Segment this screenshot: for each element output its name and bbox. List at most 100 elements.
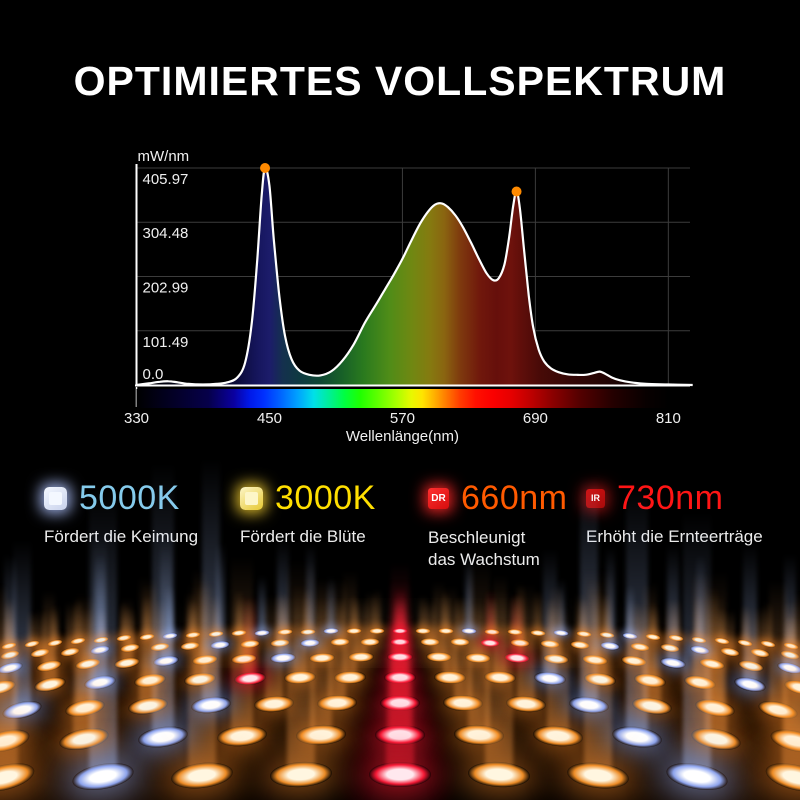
light-beam: [603, 594, 611, 636]
led-light: [659, 642, 681, 654]
led-light: [253, 629, 271, 637]
led-light: [737, 658, 765, 674]
led-light: [390, 638, 410, 646]
led-light: [598, 631, 616, 640]
led-light: [316, 694, 358, 712]
light-beam: [785, 601, 795, 656]
light-beam: [386, 611, 414, 774]
light-beam: [782, 600, 800, 778]
light-beam: [242, 594, 258, 679]
light-beam: [212, 594, 220, 635]
led-light: [683, 673, 717, 692]
light-beam: [0, 616, 17, 741]
led-light: [230, 652, 258, 666]
light-beam: [704, 571, 728, 739]
led-light: [759, 639, 777, 650]
led-light: [552, 629, 570, 638]
led-light: [207, 630, 225, 639]
light-beam: [155, 599, 165, 647]
light-beam: [485, 588, 495, 643]
light-beam: [718, 607, 726, 642]
led-light: [190, 694, 232, 716]
led-light: [713, 636, 731, 647]
led-light: [0, 758, 38, 798]
led-light: [152, 654, 180, 668]
light-beam: [488, 598, 496, 632]
led-light: [69, 636, 87, 647]
spectrum-chart: mW/nm 405.97 304.48 202.99 101.49 0.0 330 450 57…: [0, 140, 800, 450]
feature-value: 3000K: [275, 479, 376, 517]
led-light: [736, 638, 754, 648]
led-light: [529, 629, 547, 637]
led-light: [776, 660, 800, 677]
light-beam: [388, 580, 412, 735]
led-light: [233, 670, 267, 687]
led-light: [183, 671, 217, 688]
light-beam: [373, 590, 381, 631]
light-beam: [649, 602, 657, 638]
led-light: [464, 651, 492, 664]
led-light: [83, 673, 117, 692]
led-light: [119, 642, 141, 654]
light-beam: [235, 589, 243, 634]
light-beam: [589, 578, 601, 660]
feature-label: Fördert die Blüte: [240, 527, 366, 546]
led-light: [762, 758, 800, 798]
led-light: [0, 676, 18, 698]
led-light: [532, 723, 584, 749]
light-beam: [665, 598, 675, 649]
led-light: [782, 641, 800, 652]
light-beam: [350, 594, 358, 632]
svg-text:0.0: 0.0: [143, 366, 164, 383]
led-light: [32, 674, 68, 695]
light-beam: [125, 606, 135, 649]
led-light: [35, 658, 63, 674]
led-light: [437, 627, 455, 635]
svg-text:570: 570: [390, 410, 415, 427]
light-beam: [238, 597, 250, 659]
led-light: [59, 645, 81, 658]
led-light: [629, 641, 651, 653]
led-light: [0, 641, 18, 652]
led-light: [368, 627, 386, 635]
led-light: [419, 637, 441, 647]
feature-value: 5000K: [79, 479, 180, 517]
led-light: [719, 645, 741, 658]
svg-text:Wellenlänge(nm): Wellenlänge(nm): [346, 428, 459, 445]
led-light: [414, 627, 432, 635]
light-beam: [515, 582, 525, 644]
led-light: [184, 631, 202, 640]
light-beam: [396, 600, 404, 631]
light-beam: [492, 575, 508, 678]
led-light: [209, 639, 231, 650]
light-beam: [185, 591, 195, 646]
light-beam: [5, 602, 13, 647]
light-beam: [635, 603, 645, 648]
led-light: [347, 651, 375, 663]
light-beam: [42, 608, 58, 685]
light-beam: [395, 585, 405, 642]
led-light: [359, 637, 381, 647]
svg-text:405.97: 405.97: [143, 171, 189, 188]
led-light: [74, 656, 102, 672]
light-beam: [281, 594, 289, 633]
led-light: [46, 638, 64, 648]
light-beam: [725, 609, 735, 652]
led-light: [92, 635, 110, 645]
svg-text:mW/nm: mW/nm: [138, 148, 190, 165]
led-light: [308, 651, 336, 664]
led-light: [63, 696, 107, 720]
led-light: [542, 652, 570, 666]
warm-white-led-chip-icon: [240, 486, 263, 510]
light-beam: [628, 599, 640, 662]
led-light: [392, 627, 408, 635]
light-beam: [76, 593, 94, 708]
led-light: [29, 647, 51, 660]
light-beam: [121, 598, 133, 663]
light-beam: [745, 607, 757, 667]
led-light: [460, 627, 478, 636]
light-beam: [472, 601, 484, 658]
led-light: [169, 758, 235, 792]
infrared-ir-badge-icon: IR: [586, 488, 605, 508]
led-light: [503, 652, 531, 664]
